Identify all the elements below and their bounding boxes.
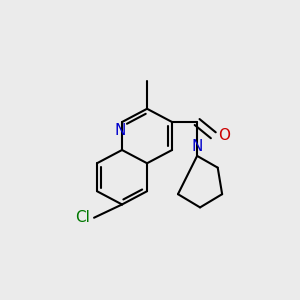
Text: Cl: Cl: [75, 210, 90, 225]
Text: N: N: [115, 124, 126, 139]
Text: O: O: [218, 128, 230, 143]
Text: N: N: [191, 140, 203, 154]
